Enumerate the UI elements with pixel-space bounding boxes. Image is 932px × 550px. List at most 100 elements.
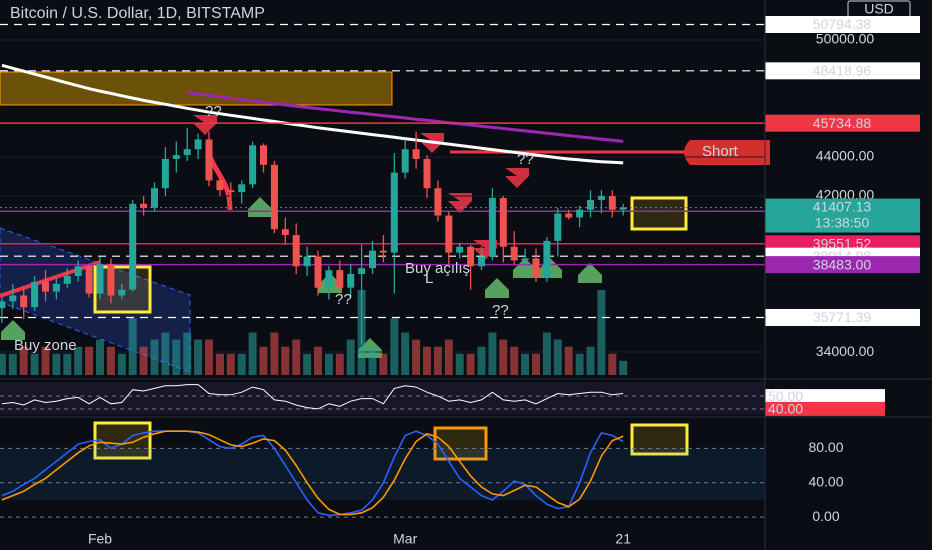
annotation: Buy zone [14,337,77,354]
volume-bar [553,339,562,375]
x-tick-label: Feb [88,531,112,547]
volume-bar [521,353,530,375]
candle-body [74,266,82,276]
candle-body [390,172,398,253]
volume-bar [117,353,126,375]
candle-body [347,274,355,288]
volume-bar [237,353,246,375]
volume-bar [74,346,83,375]
volume-bar [324,353,333,375]
volume-bar [139,346,148,375]
candle-body [270,164,278,230]
volume-bar [575,353,584,375]
volume-bar [466,353,475,375]
candle-body [445,215,453,253]
candle-body [238,184,246,193]
price-tag [765,15,920,33]
candle-body [205,139,213,181]
candle-body [303,256,311,267]
candle-body [42,281,49,292]
candle-body [532,258,540,278]
candle-body [358,268,366,275]
annotation: ?? [335,291,352,308]
candle-body [412,149,420,159]
candle-body [336,270,344,288]
candle-body [314,256,322,288]
price-tag [765,114,920,132]
price-tag-label: 45734.88 [813,115,872,131]
price-tag [765,309,920,327]
last-price-tag [765,198,920,233]
candle-body [401,149,409,173]
volume-bar [401,332,410,375]
candle-body [379,250,387,253]
y-tick-label: 50000.00 [816,31,875,47]
candle-body [478,256,485,267]
volume-bar [8,353,17,375]
buy-arrow [578,263,602,283]
candle-body [292,235,300,267]
chart-title: Bitcoin / U.S. Dollar, 1D, BITSTAMP [10,5,265,22]
rsi-tick-label: 50.00 [768,388,803,404]
volume-bar [150,339,159,375]
volume-bar [455,353,464,375]
y-tick-label: 34000.00 [816,343,875,359]
volume-bar [30,353,39,375]
last-price-label: 41407.13 [813,198,872,214]
volume-bar [423,346,431,375]
highlight-box [93,421,152,460]
volume-bar [161,332,170,375]
volume-bar [510,346,519,375]
volume-bar [96,339,104,375]
stoch-tick-label: 40.00 [808,473,843,489]
x-tick-label: Mar [393,531,417,547]
candle-body [325,270,333,288]
trend-line [0,260,101,298]
volume-bar [259,346,268,375]
volume-bar [379,353,388,375]
candle-body [260,145,267,165]
volume-bar [41,346,50,375]
candle-body [0,301,6,309]
candle-body [554,213,562,241]
candle-body [521,258,529,261]
candle-body [434,188,442,216]
buy-arrow [1,320,25,340]
candle-body [597,196,605,200]
candle-body [608,196,616,210]
volume-bar [532,353,540,375]
volume-bar [248,332,257,375]
volume-bar [335,353,344,375]
volume-bar [564,346,573,375]
volume-bar [183,332,192,375]
x-tick-label: 21 [615,531,631,547]
volume-bar [488,332,497,375]
candle-body [510,246,518,261]
sell-arrow [193,115,217,135]
volume-bar [172,339,181,375]
candle-body [369,250,376,269]
annotation: Buy açılış [405,260,470,277]
candle-body [63,275,71,284]
annotation: ?? [492,302,509,319]
price-tag [765,256,920,274]
candle-body [20,295,28,308]
candle-body [140,203,148,208]
volume-bar [226,353,235,375]
highlight-box [630,423,689,456]
stoch-band [0,448,765,500]
volume-bar [444,339,453,375]
candle-body [499,197,507,247]
volume-bar [194,339,203,375]
volume-bar [586,346,595,375]
candle-body [118,289,126,296]
price-tag-label: 39551.52 [813,235,872,251]
candle-body [281,229,289,236]
annotation: ?? [205,103,222,120]
candle-body [543,240,551,278]
candle-body [619,207,627,210]
stoch-tick-label: 80.00 [808,439,843,455]
volume-bar [412,339,421,375]
price-tag-label: 35771.39 [813,309,872,325]
